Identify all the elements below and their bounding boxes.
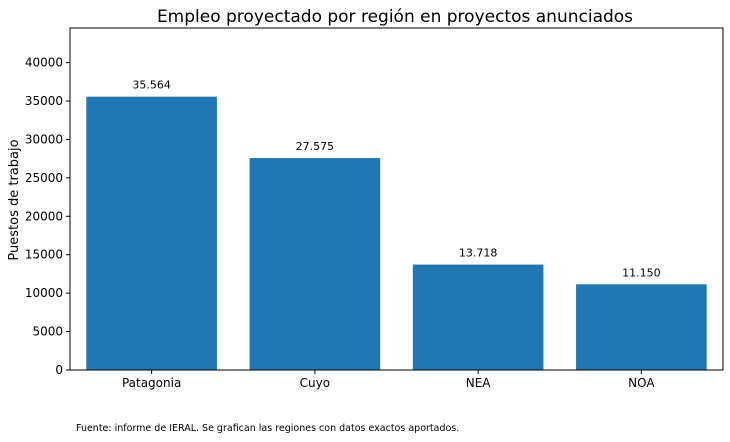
value-label: 11.150 [622,266,661,279]
bar-noa [576,284,707,370]
value-label: 35.564 [132,79,171,92]
y-tick-label: 20000 [25,209,63,223]
value-label: 27.575 [296,140,335,153]
y-tick-label: 40000 [25,56,63,70]
bar-cuyo [249,158,381,370]
bar-patagonia [86,96,217,371]
value-label: 13.718 [459,247,498,260]
source-note: Fuente: informe de IERAL. Se grafican la… [76,423,460,434]
bar-nea [412,264,544,370]
x-tick-label: NEA [466,376,492,390]
y-tick-label: 10000 [25,286,63,300]
y-tick-label: 15000 [25,248,63,262]
y-tick-label: 0 [55,363,63,377]
chart-title: Empleo proyectado por región en proyecto… [157,7,633,27]
x-tick-label: Cuyo [300,376,330,390]
y-tick-label: 25000 [25,171,63,185]
y-tick-label: 35000 [25,94,63,108]
x-tick-label: NOA [628,376,655,390]
y-tick-label: 5000 [32,325,63,339]
plot-area: 35.564 Patagonia 27.575 Cuyo 13.718 NEA 11.150… [25,27,724,390]
x-tick-label: Patagonia [122,376,181,390]
axes-frame [69,27,724,371]
y-axis-label: Puestos de trabajo [7,139,22,260]
y-tick-label: 30000 [25,132,63,146]
